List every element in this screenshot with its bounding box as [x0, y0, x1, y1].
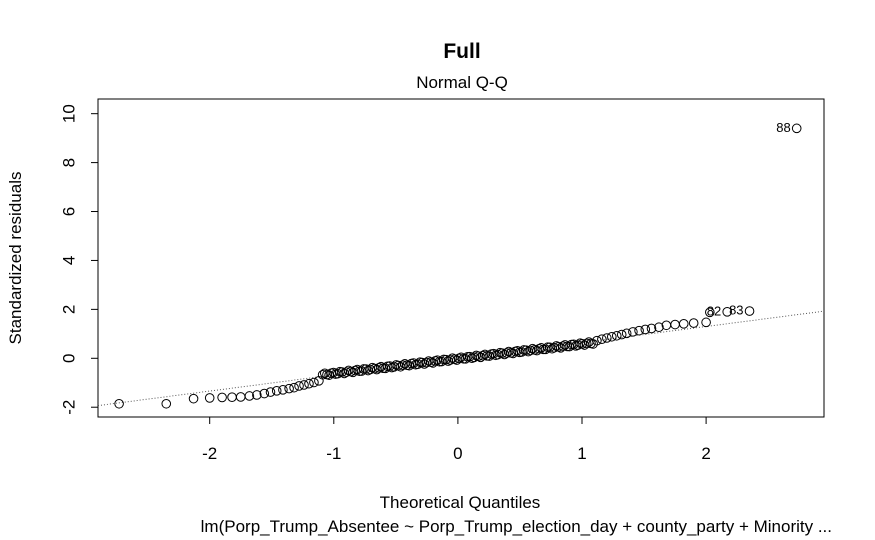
qq-point	[722, 307, 733, 317]
qq-point	[654, 322, 664, 333]
qq-point	[791, 123, 802, 134]
qq-point	[688, 318, 699, 328]
qq-point	[628, 327, 638, 337]
qq-point	[592, 335, 602, 346]
qq-point	[611, 330, 622, 341]
qq-point	[705, 307, 715, 318]
qq-point	[271, 386, 282, 396]
y-tick-label: 0	[59, 354, 78, 363]
qq-point	[304, 378, 314, 389]
y-axis-label: Standardized residuals	[6, 172, 25, 345]
qq-point	[640, 324, 651, 335]
model-caption: lm(Porp_Trump_Absentee ~ Porp_Trump_elec…	[201, 517, 832, 536]
y-tick-label: 8	[59, 158, 78, 167]
qq-point	[621, 328, 632, 339]
qq-point	[701, 317, 711, 328]
x-tick-label: -1	[326, 444, 341, 463]
qq-point	[744, 306, 755, 316]
qq-point	[204, 393, 215, 403]
qq-point	[278, 385, 288, 395]
point-label-83: 83	[729, 303, 743, 318]
y-tick-label: -2	[59, 400, 78, 415]
qq-point	[670, 319, 680, 330]
qq-point	[678, 319, 689, 329]
point-label-82: 82	[707, 303, 721, 318]
qq-point	[114, 398, 124, 409]
qq-point	[235, 392, 246, 402]
qq-point	[602, 333, 612, 343]
qq-point	[265, 387, 276, 397]
qq-point	[252, 390, 262, 400]
qq-point	[244, 391, 255, 401]
point-labels-group: 88 83 82	[707, 120, 791, 318]
qq-point	[661, 320, 672, 331]
qq-point	[227, 392, 237, 402]
plot-frame	[97, 98, 825, 418]
qq-point	[597, 334, 607, 345]
qq-point	[646, 323, 657, 334]
x-tick-label: -2	[202, 444, 217, 463]
y-tick-label: 10	[59, 104, 78, 123]
qq-point	[161, 398, 172, 409]
qq-point	[259, 388, 270, 399]
qq-point	[217, 392, 227, 403]
chart-title: Full	[443, 40, 480, 63]
point-label-88: 88	[776, 120, 790, 135]
qq-point	[289, 382, 299, 393]
qq-point	[634, 325, 644, 336]
y-tick-label: 6	[59, 207, 78, 216]
qq-point	[294, 381, 304, 391]
qq-point	[299, 380, 309, 390]
qq-point	[284, 383, 294, 394]
y-axis: -2 0 2 4 6 8 10	[59, 104, 99, 415]
x-tick-label: 2	[701, 444, 710, 463]
x-tick-label: 1	[577, 444, 586, 463]
x-axis: -2 -1 0 1 2	[202, 416, 711, 463]
chart-subtitle: Normal Q-Q	[416, 73, 508, 92]
y-tick-label: 4	[59, 256, 78, 265]
x-axis-label: Theoretical Quantiles	[380, 493, 541, 512]
points-group	[114, 123, 802, 409]
qq-point	[188, 393, 199, 404]
qq-point	[309, 377, 319, 388]
qq-point	[581, 338, 592, 349]
qq-point	[606, 331, 617, 342]
qq-point	[616, 329, 627, 340]
x-tick-label: 0	[453, 444, 462, 463]
y-tick-label: 2	[59, 305, 78, 314]
